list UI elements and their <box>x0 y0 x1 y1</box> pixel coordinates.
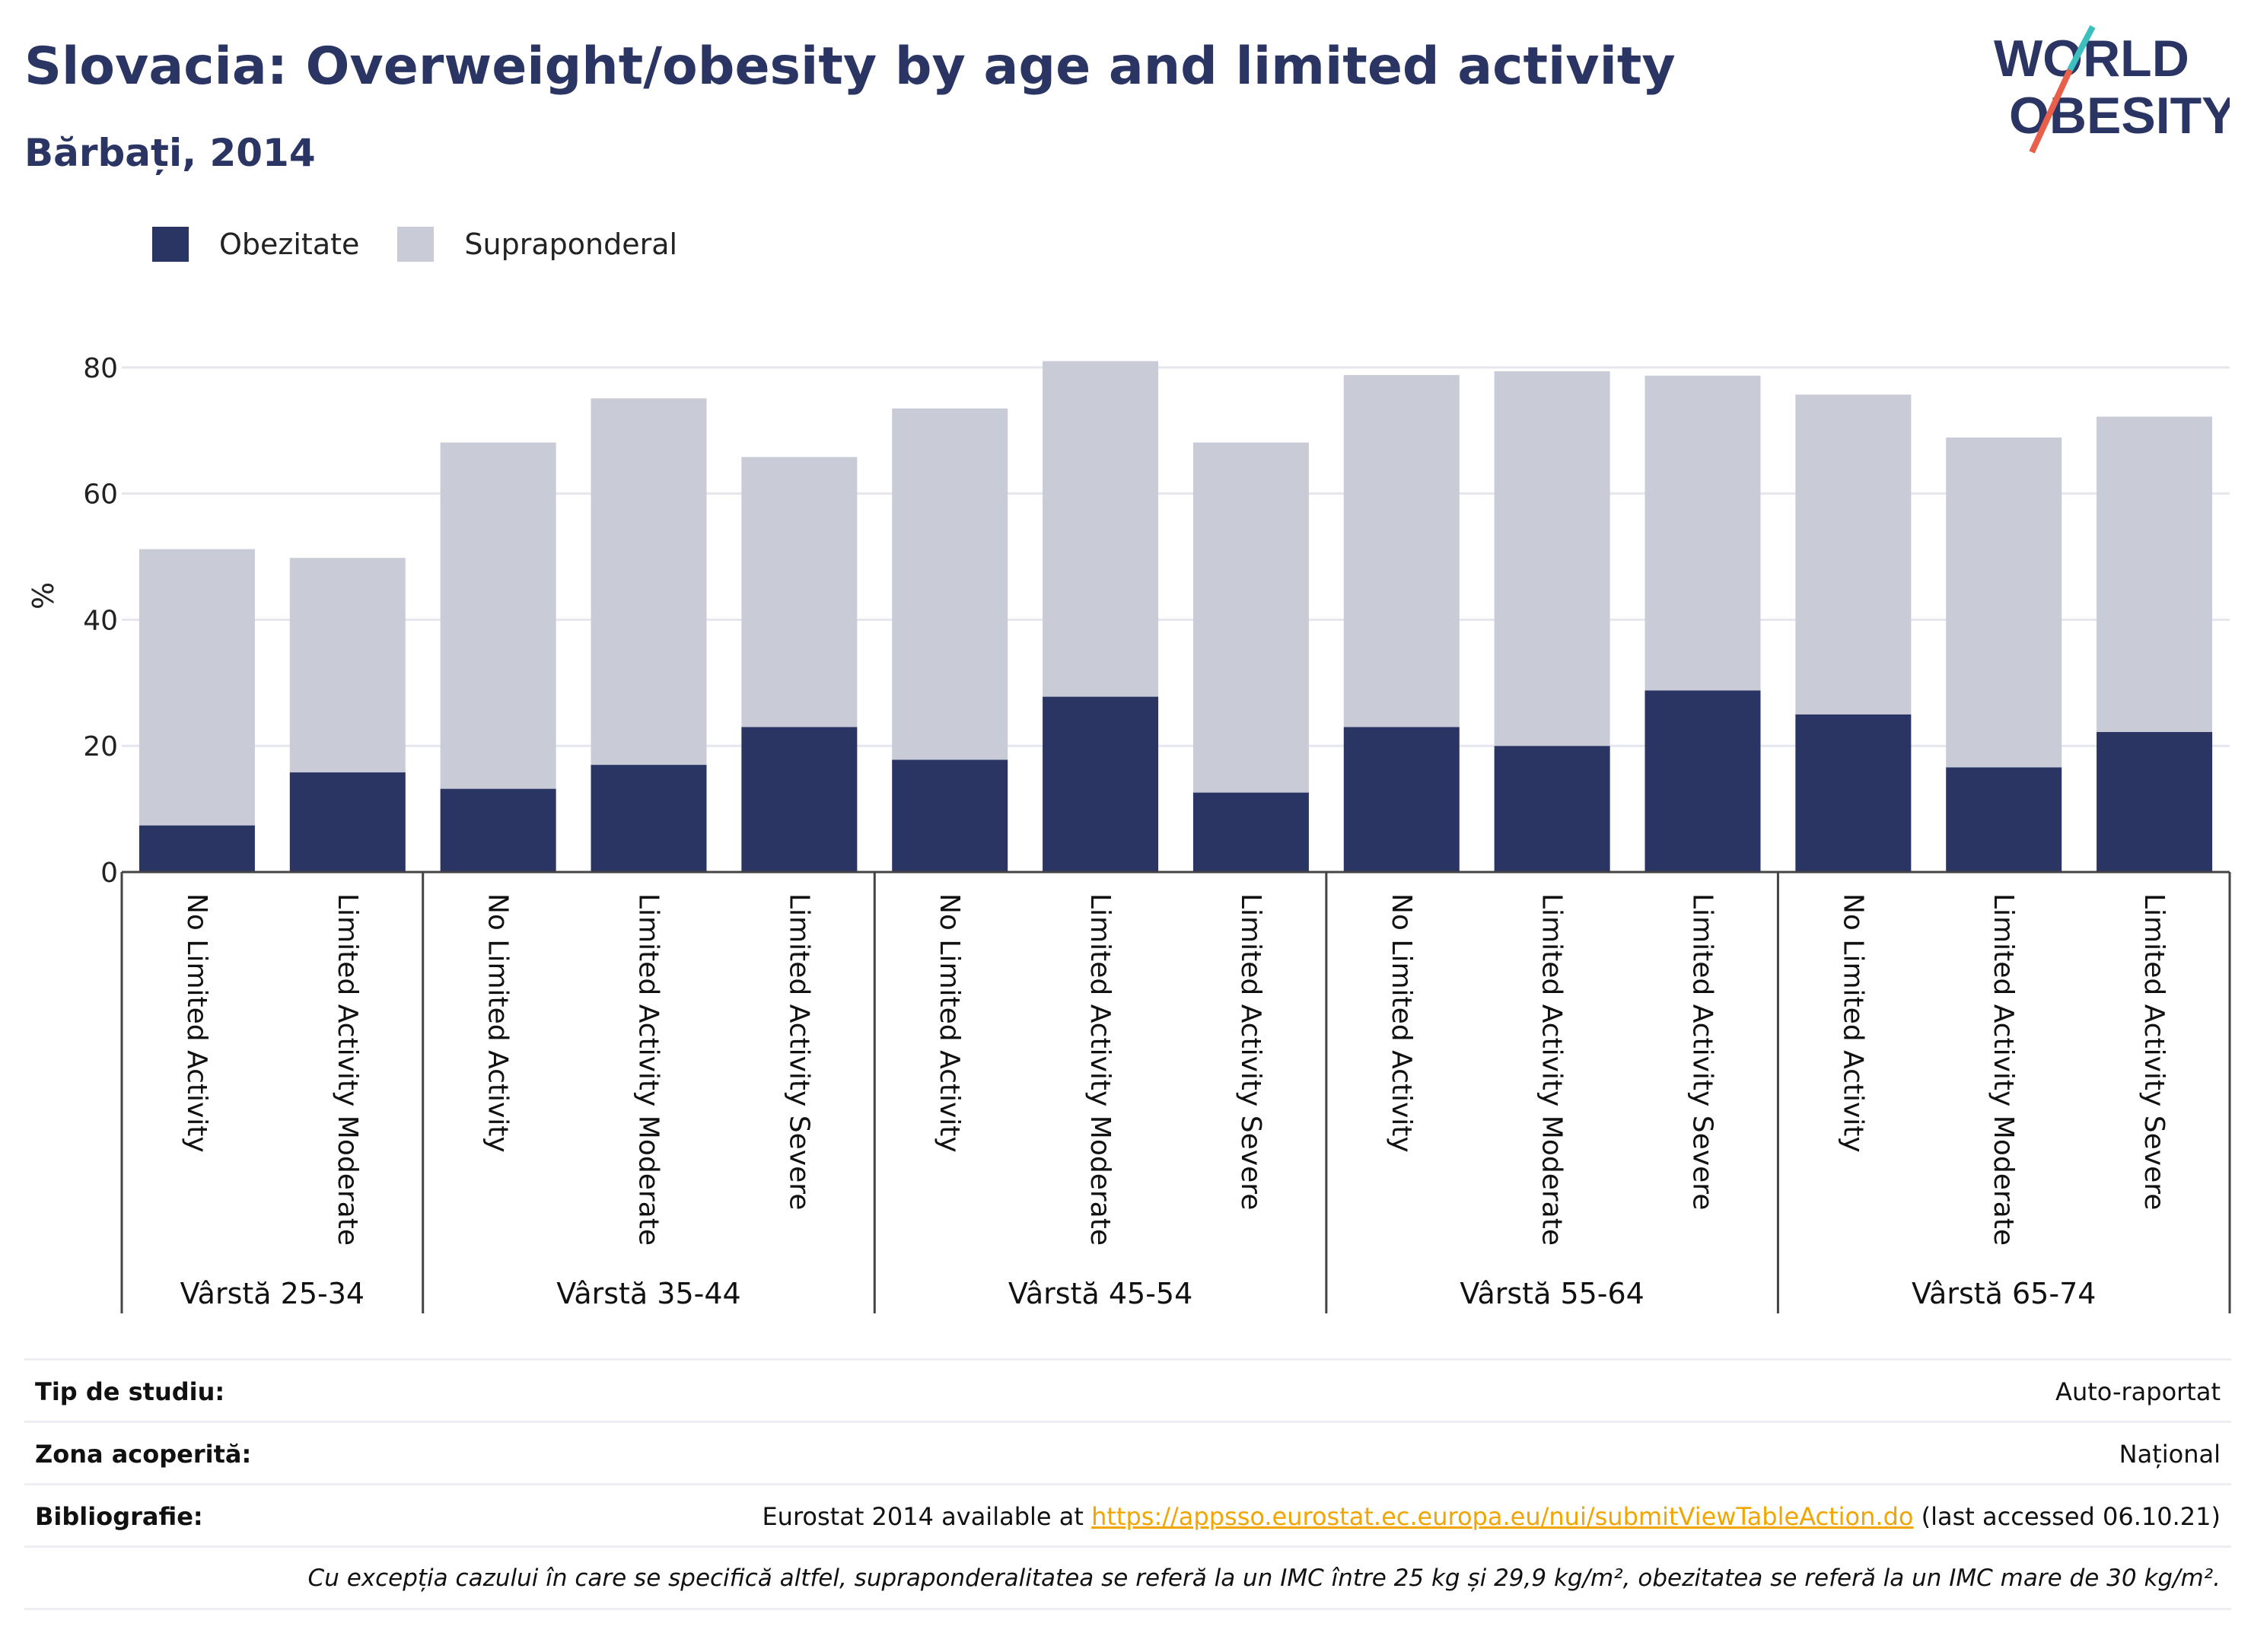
coverage-label: Zona acoperită: <box>35 1440 252 1469</box>
bar-supraponderal <box>1946 437 2062 768</box>
x-tick-label: Limited Activity Moderate <box>1536 893 1568 1246</box>
meta-row-study-type: Tip de studiu: Auto-raportat <box>24 1358 2231 1423</box>
bar-supraponderal <box>892 408 1008 760</box>
x-tick-label: No Limited Activity <box>934 893 965 1153</box>
x-tick-label: Limited Activity Moderate <box>1988 893 2019 1246</box>
chart-legend: Obezitate Supraponderal <box>152 227 715 262</box>
x-tick-label: Limited Activity Severe <box>2138 893 2170 1210</box>
x-tick-label: No Limited Activity <box>482 893 514 1153</box>
legend-item-overweight: Supraponderal <box>397 227 677 262</box>
bar-obezitate <box>741 727 858 872</box>
y-tick-label: 60 <box>83 479 118 511</box>
bibliography-suffix: (last accessed 06.10.21) <box>1913 1502 2221 1531</box>
logo-slash-red <box>2029 68 2073 154</box>
group-label: Vârstă 55-64 <box>1460 1277 1644 1310</box>
bar-supraponderal <box>591 398 707 766</box>
bar-supraponderal <box>2097 416 2213 732</box>
legend-label-overweight: Supraponderal <box>464 228 678 261</box>
legend-label-obesity: Obezitate <box>219 228 360 261</box>
bar-supraponderal <box>1043 361 1159 697</box>
meta-row-bibliography: Bibliografie: Eurostat 2014 available at… <box>24 1483 2231 1548</box>
x-tick-label: Limited Activity Severe <box>1687 893 1718 1210</box>
bibliography-label: Bibliografie: <box>35 1502 203 1531</box>
bar-obezitate <box>440 788 556 872</box>
bar-obezitate <box>591 765 707 872</box>
bibliography-link[interactable]: https://appsso.eurostat.ec.europa.eu/nui… <box>1091 1502 1914 1531</box>
group-label: Vârstă 45-54 <box>1008 1277 1192 1310</box>
x-tick-label: Limited Activity Severe <box>783 893 814 1210</box>
logo-text-world: WORLD <box>1994 30 2189 88</box>
y-tick-label: 80 <box>83 353 118 384</box>
study-type-label: Tip de studiu: <box>35 1377 225 1406</box>
meta-bottom-divider <box>24 1608 2231 1610</box>
bar-supraponderal <box>440 442 556 789</box>
group-label: Vârstă 35-44 <box>556 1277 740 1310</box>
legend-swatch-overweight <box>397 227 435 262</box>
bar-obezitate <box>138 825 255 872</box>
x-tick-label: Limited Activity Moderate <box>633 893 664 1246</box>
meta-row-coverage: Zona acoperită: Național <box>24 1421 2231 1485</box>
bar-obezitate <box>1043 696 1159 872</box>
legend-swatch-obesity <box>152 227 189 262</box>
bar-obezitate <box>1343 727 1460 872</box>
bibliography-value: Eurostat 2014 available at https://appss… <box>762 1502 2221 1531</box>
bar-supraponderal <box>1192 442 1309 793</box>
bar-obezitate <box>2097 731 2213 872</box>
bar-obezitate <box>1192 792 1309 872</box>
bar-supraponderal <box>138 549 255 826</box>
chart-title: Slovacia: Overweight/obesity by age and … <box>24 37 1676 97</box>
logo-slash-teal <box>2067 25 2096 72</box>
bibliography-prefix: Eurostat 2014 available at <box>762 1502 1092 1531</box>
coverage-value: Național <box>2119 1440 2221 1469</box>
bar-obezitate <box>1795 714 1912 872</box>
legend-item-obesity: Obezitate <box>152 227 359 262</box>
x-tick-label: No Limited Activity <box>1837 893 1868 1153</box>
footnote: Cu excepția cazului în care se specifică… <box>307 1564 2221 1592</box>
world-obesity-logo: WORLD OBESITY <box>1994 25 2230 154</box>
bar-obezitate <box>1644 690 1761 872</box>
chart-subtitle: Bărbați, 2014 <box>24 131 316 175</box>
bar-supraponderal <box>1494 371 1610 746</box>
x-tick-label: Limited Activity Moderate <box>332 893 363 1246</box>
x-tick-label: No Limited Activity <box>1386 893 1417 1153</box>
stacked-bar-chart: 0 20 40 60 80% No Limited Activity Limited Act… <box>27 353 2231 1313</box>
meta-row-footnote: Cu excepția cazului în care se specifică… <box>24 1545 2231 1610</box>
bar-obezitate <box>1494 746 1610 872</box>
bar-obezitate <box>289 772 406 872</box>
x-tick-label: Limited Activity Severe <box>1235 893 1266 1210</box>
bar-obezitate <box>892 759 1008 872</box>
bar-supraponderal <box>741 457 858 727</box>
y-tick-label: 0 <box>100 858 118 889</box>
y-tick-label: 20 <box>83 731 118 762</box>
x-tick-label: Limited Activity Moderate <box>1084 893 1116 1246</box>
y-tick-label: 40 <box>83 605 118 636</box>
group-label: Vârstă 65-74 <box>1912 1277 2096 1310</box>
bar-supraponderal <box>289 558 406 773</box>
y-axis-label: % <box>27 582 60 610</box>
group-label: Vârstă 25-34 <box>180 1277 365 1310</box>
study-type-value: Auto-raportat <box>2055 1377 2221 1406</box>
x-tick-label: No Limited Activity <box>181 893 212 1153</box>
bar-supraponderal <box>1343 374 1460 727</box>
bar-supraponderal <box>1795 394 1912 715</box>
bar-obezitate <box>1946 767 2062 872</box>
bar-supraponderal <box>1644 375 1761 691</box>
